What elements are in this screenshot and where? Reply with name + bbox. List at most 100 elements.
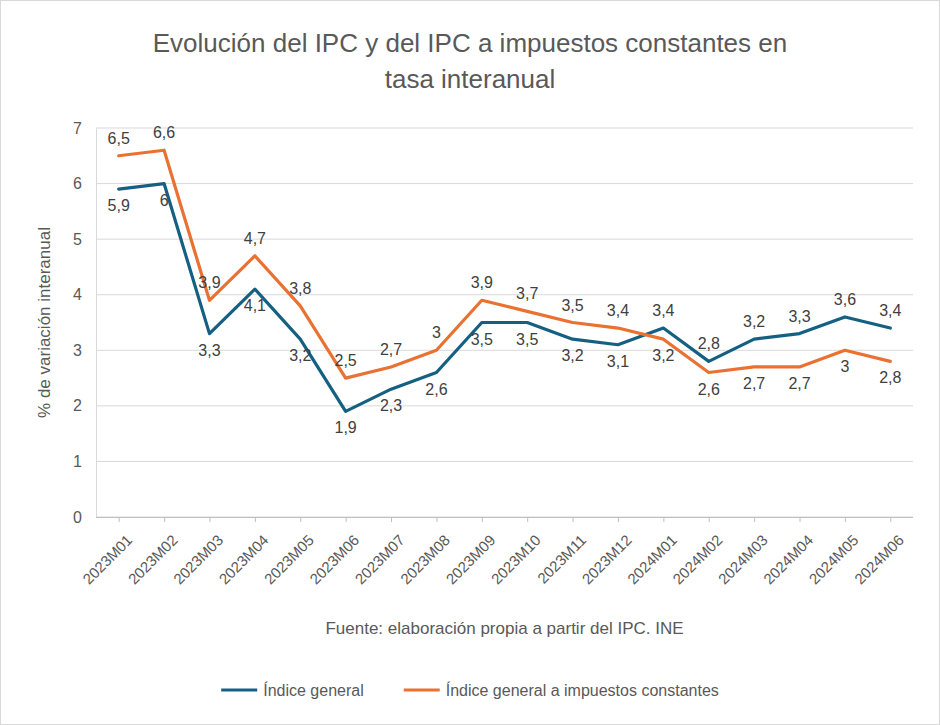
data-label: 6,6 [153, 124, 175, 141]
data-label: 4,1 [244, 297, 266, 314]
chart-border [1, 1, 940, 725]
x-tick-mark [119, 517, 120, 522]
data-label: 2,7 [743, 375, 765, 392]
data-label: 3,5 [561, 297, 583, 314]
x-tick-mark [800, 517, 801, 522]
legend-item: Índice general [221, 681, 364, 699]
data-label: 6,5 [108, 130, 130, 147]
x-tick-mark [300, 517, 301, 522]
data-label: 3,2 [561, 347, 583, 364]
legend-swatch [404, 688, 440, 691]
grid-line [96, 517, 913, 518]
data-label: 2,3 [380, 397, 402, 414]
y-axis-line [96, 129, 97, 518]
data-label: 3,4 [652, 302, 674, 319]
data-label: 2,7 [788, 375, 810, 392]
y-tick-label: 2 [73, 397, 82, 414]
y-tick: 4 [73, 286, 96, 303]
x-axis: 2023M012023M022023M032023M042023M052023M… [79, 517, 913, 587]
x-tick-mark [709, 517, 710, 522]
legend-label: Índice general a impuestos constantes [446, 681, 719, 699]
x-axis-title: Fuente: elaboración propia a partir del … [325, 619, 683, 638]
x-tick: 2024M06 [851, 517, 907, 587]
data-label: 3,5 [516, 331, 538, 348]
y-tick-label: 7 [73, 120, 82, 137]
series-line [119, 184, 891, 412]
x-tick-mark [754, 517, 755, 522]
grid-line [96, 239, 913, 240]
data-label: 3,3 [198, 342, 220, 359]
grid-line [96, 405, 913, 406]
data-label: 2,8 [879, 369, 901, 386]
grid-line [96, 294, 913, 295]
y-tick-label: 3 [73, 342, 82, 359]
title: Evolución del IPC y del IPC a impuestos … [153, 28, 787, 94]
y-axis-title: % de variación interanual [35, 227, 54, 418]
data-labels: 5,9 6 3,3 4,1 3,2 1,9 2,3 2,6 3,5 3,5 3,2 3,1 3,4 2,8… [108, 124, 902, 436]
y-tick: 2 [73, 397, 96, 414]
data-label: 3,5 [471, 331, 493, 348]
series-line [119, 150, 891, 378]
y-tick: 3 [73, 342, 96, 359]
x-tick-mark [527, 517, 528, 522]
y-tick-label: 4 [73, 286, 82, 303]
data-label: 2,6 [698, 381, 720, 398]
data-label: 2,8 [698, 335, 720, 352]
x-tick-mark [436, 517, 437, 522]
y-tick: 0 [73, 509, 96, 526]
x-tick-label: 2024M06 [851, 531, 907, 587]
data-label: 2,6 [425, 381, 447, 398]
data-label: 3,7 [516, 285, 538, 302]
y-tick-label: 6 [73, 175, 82, 192]
x-tick-mark [346, 517, 347, 522]
x-tick-mark [663, 517, 664, 522]
data-label: 3,1 [607, 353, 629, 370]
y-tick-label: 1 [73, 453, 82, 470]
data-label: 3,4 [607, 302, 629, 319]
y-tick-label: 5 [73, 231, 82, 248]
data-label: 3,2 [743, 313, 765, 330]
data-label: 1,9 [335, 419, 357, 436]
y-tick: 6 [73, 175, 96, 192]
data-label: 2,7 [380, 341, 402, 358]
y-axis: 0 1 2 3 4 5 6 7 [73, 120, 96, 526]
x-axis-line [96, 517, 913, 518]
grid-line [96, 461, 913, 462]
data-label: 3 [840, 358, 849, 375]
lines [119, 150, 891, 411]
y-tick: 1 [73, 453, 96, 470]
data-label: 2,5 [335, 352, 357, 369]
data-label: 3 [432, 324, 441, 341]
y-tick: 5 [73, 231, 96, 248]
y-tick: 7 [73, 120, 96, 137]
grid [96, 128, 913, 517]
data-label: 3,9 [471, 274, 493, 291]
plot: 0 1 2 3 4 5 6 7 2023M012023M022023M032023M042023… [73, 120, 913, 588]
title-line: tasa interanual [385, 64, 556, 94]
data-label: 5,9 [108, 197, 130, 214]
y-tick-label: 0 [73, 509, 82, 526]
data-label: 3,8 [289, 280, 311, 297]
grid-line [96, 183, 913, 184]
data-label: 6 [160, 192, 169, 209]
x-tick-mark [391, 517, 392, 522]
legend-label: Índice general [263, 681, 364, 699]
data-label: 3,4 [879, 302, 901, 319]
data-label: 3,6 [834, 291, 856, 308]
x-tick-mark [845, 517, 846, 522]
data-label: 3,3 [788, 308, 810, 325]
x-tick-mark [209, 517, 210, 522]
data-label: 3,2 [289, 347, 311, 364]
grid-line [96, 128, 913, 129]
x-tick-mark [573, 517, 574, 522]
x-tick-mark [164, 517, 165, 522]
data-label: 3,2 [652, 347, 674, 364]
title-line: Evolución del IPC y del IPC a impuestos … [153, 28, 787, 58]
legend: Índice general Índice general a impuestos… [221, 681, 719, 699]
x-tick-mark [618, 517, 619, 522]
x-tick-label: 2023M10 [488, 531, 544, 587]
x-tick-mark [482, 517, 483, 522]
chart: Evolución del IPC y del IPC a impuestos … [0, 0, 940, 725]
legend-item: Índice general a impuestos constantes [404, 681, 719, 699]
data-label: 4,7 [244, 230, 266, 247]
